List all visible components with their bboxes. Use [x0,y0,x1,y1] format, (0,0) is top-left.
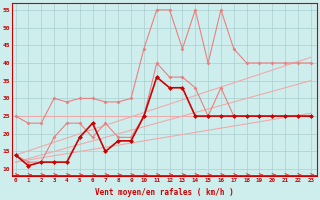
X-axis label: Vent moyen/en rafales ( km/h ): Vent moyen/en rafales ( km/h ) [95,188,234,197]
